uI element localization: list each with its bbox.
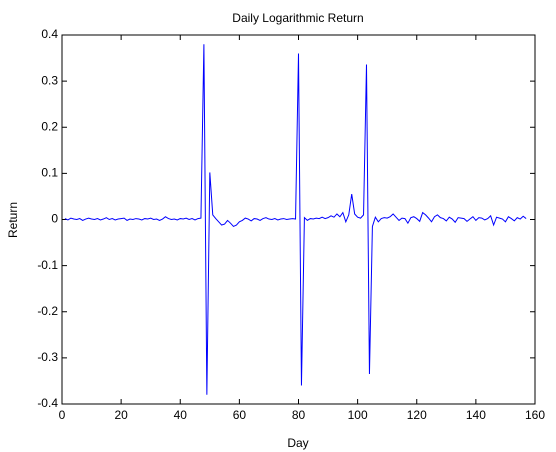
- line: [64, 44, 527, 395]
- y-tick-label: 0.1: [41, 166, 58, 180]
- x-tick-label: 100: [348, 408, 368, 422]
- y-tick-label: -0.4: [37, 396, 58, 410]
- x-tick-label: 20: [114, 408, 128, 422]
- x-tick-label: 140: [466, 408, 486, 422]
- x-tick-label: 0: [59, 408, 66, 422]
- y-tick-label: -0.3: [37, 350, 58, 364]
- x-tick-label: 60: [233, 408, 247, 422]
- y-tick-label: 0.4: [41, 27, 58, 41]
- y-tick-label: -0.1: [37, 258, 58, 272]
- x-tick-label: 160: [525, 408, 545, 422]
- chart-title: Daily Logarithmic Return: [232, 11, 363, 25]
- x-tick-label: 80: [292, 408, 306, 422]
- x-tick-label: 40: [174, 408, 188, 422]
- x-tick-label: 120: [407, 408, 427, 422]
- x-axis-label: Day: [287, 436, 308, 450]
- y-tick-label: 0.3: [41, 73, 58, 87]
- y-tick-label: 0.2: [41, 119, 58, 133]
- y-tick-label: -0.2: [37, 304, 58, 318]
- y-axis-label: Return: [6, 202, 20, 238]
- y-tick-label: 0: [51, 212, 58, 226]
